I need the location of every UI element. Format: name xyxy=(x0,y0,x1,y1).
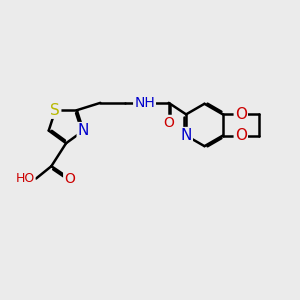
Text: O: O xyxy=(163,116,174,130)
Text: O: O xyxy=(235,107,247,122)
Text: NH: NH xyxy=(134,96,155,110)
Text: S: S xyxy=(50,103,60,118)
Text: HO: HO xyxy=(15,172,34,185)
Text: O: O xyxy=(64,172,75,186)
Text: O: O xyxy=(235,128,247,143)
Text: N: N xyxy=(180,128,192,143)
Text: N: N xyxy=(78,123,89,138)
